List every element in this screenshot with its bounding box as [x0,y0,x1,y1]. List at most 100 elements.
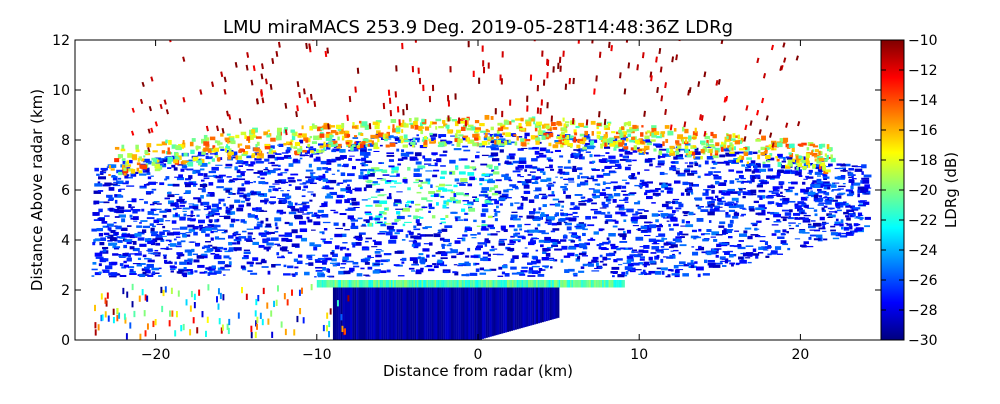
radar-pixel [194,294,196,300]
radar-pixel [481,174,489,177]
chart-title: LMU miraMACS 253.9 Deg. 2019-05-28T14:48… [223,17,733,38]
radar-pixel [858,213,862,216]
radar-pixel [669,146,674,149]
radar-pixel [688,190,693,193]
radar-pixel [472,196,477,198]
radar-pixel [284,198,290,199]
radar-pixel [540,244,544,247]
radar-pixel [762,195,765,198]
radar-pixel [100,172,106,174]
radar-pixel [568,181,574,182]
radar-pixel [231,140,235,144]
noise-pixel [355,87,356,93]
radar-pixel [530,288,532,326]
radar-pixel [138,251,142,252]
radar-pixel [103,249,106,252]
radar-pixel [330,210,335,211]
radar-pixel [722,190,726,192]
radar-pixel [447,244,452,246]
radar-pixel [291,290,293,296]
radar-pixel [393,288,395,341]
radar-pixel [637,172,640,175]
radar-pixel [401,149,404,152]
radar-pixel [682,273,689,276]
radar-pixel [313,221,320,225]
radar-pixel [494,140,496,144]
noise-pixel [133,108,134,112]
radar-pixel [121,149,126,152]
radar-pixel [707,156,714,160]
radar-pixel [208,192,215,194]
radar-pixel [292,136,295,141]
radar-pixel [520,138,524,142]
radar-pixel [644,235,651,236]
radar-pixel [526,121,532,126]
radar-pixel [223,255,229,258]
radar-pixel [725,212,728,215]
radar-pixel [377,147,379,149]
radar-pixel [449,172,452,175]
radar-pixel [542,265,549,267]
radar-pixel [682,139,684,144]
radar-pixel [256,262,262,264]
radar-pixel [670,149,673,153]
radar-pixel [640,246,646,247]
radar-pixel [215,249,220,252]
radar-pixel [484,240,487,242]
radar-pixel [326,137,331,141]
radar-pixel [522,256,529,257]
radar-pixel [115,210,123,213]
radar-pixel [206,216,209,219]
radar-pixel [302,133,307,137]
radar-pixel [398,275,405,276]
radar-pixel [303,185,308,188]
melting-layer-pixel [352,280,354,288]
radar-pixel [241,265,245,268]
radar-pixel [467,248,470,251]
radar-pixel [531,238,539,239]
radar-pixel [416,134,418,136]
radar-pixel [397,163,401,165]
radar-pixel [444,271,449,273]
radar-pixel [825,201,832,204]
radar-pixel [160,248,166,249]
radar-pixel [209,221,211,223]
radar-pixel [451,256,456,259]
radar-pixel [436,158,441,162]
radar-pixel [487,180,495,183]
noise-pixel [750,121,751,126]
radar-pixel [741,164,745,166]
radar-pixel [190,150,194,154]
radar-pixel [581,197,584,199]
radar-pixel [514,202,519,203]
radar-pixel [685,149,689,153]
radar-pixel [272,183,279,184]
radar-pixel [114,194,117,197]
radar-pixel [652,213,659,216]
radar-pixel [121,218,125,222]
radar-pixel [623,198,628,200]
noise-pixel [609,42,610,48]
radar-pixel [593,189,600,193]
radar-pixel [390,235,397,239]
radar-pixel [607,138,613,143]
radar-pixel [330,125,335,127]
radar-pixel [517,288,519,330]
radar-pixel [788,201,795,203]
radar-pixel [843,183,846,184]
radar-pixel [686,221,690,224]
radar-pixel [271,237,279,240]
radar-pixel [379,231,386,233]
radar-pixel [331,258,336,261]
radar-pixel [673,250,678,251]
radar-pixel [333,288,335,341]
radar-pixel [178,290,180,296]
radar-pixel [418,184,422,187]
colorbar-tick-label: −14 [908,93,938,109]
noise-pixel [326,51,327,57]
radar-pixel [578,239,581,241]
radar-pixel [488,288,490,338]
radar-pixel [698,176,701,178]
radar-pixel [330,263,337,264]
